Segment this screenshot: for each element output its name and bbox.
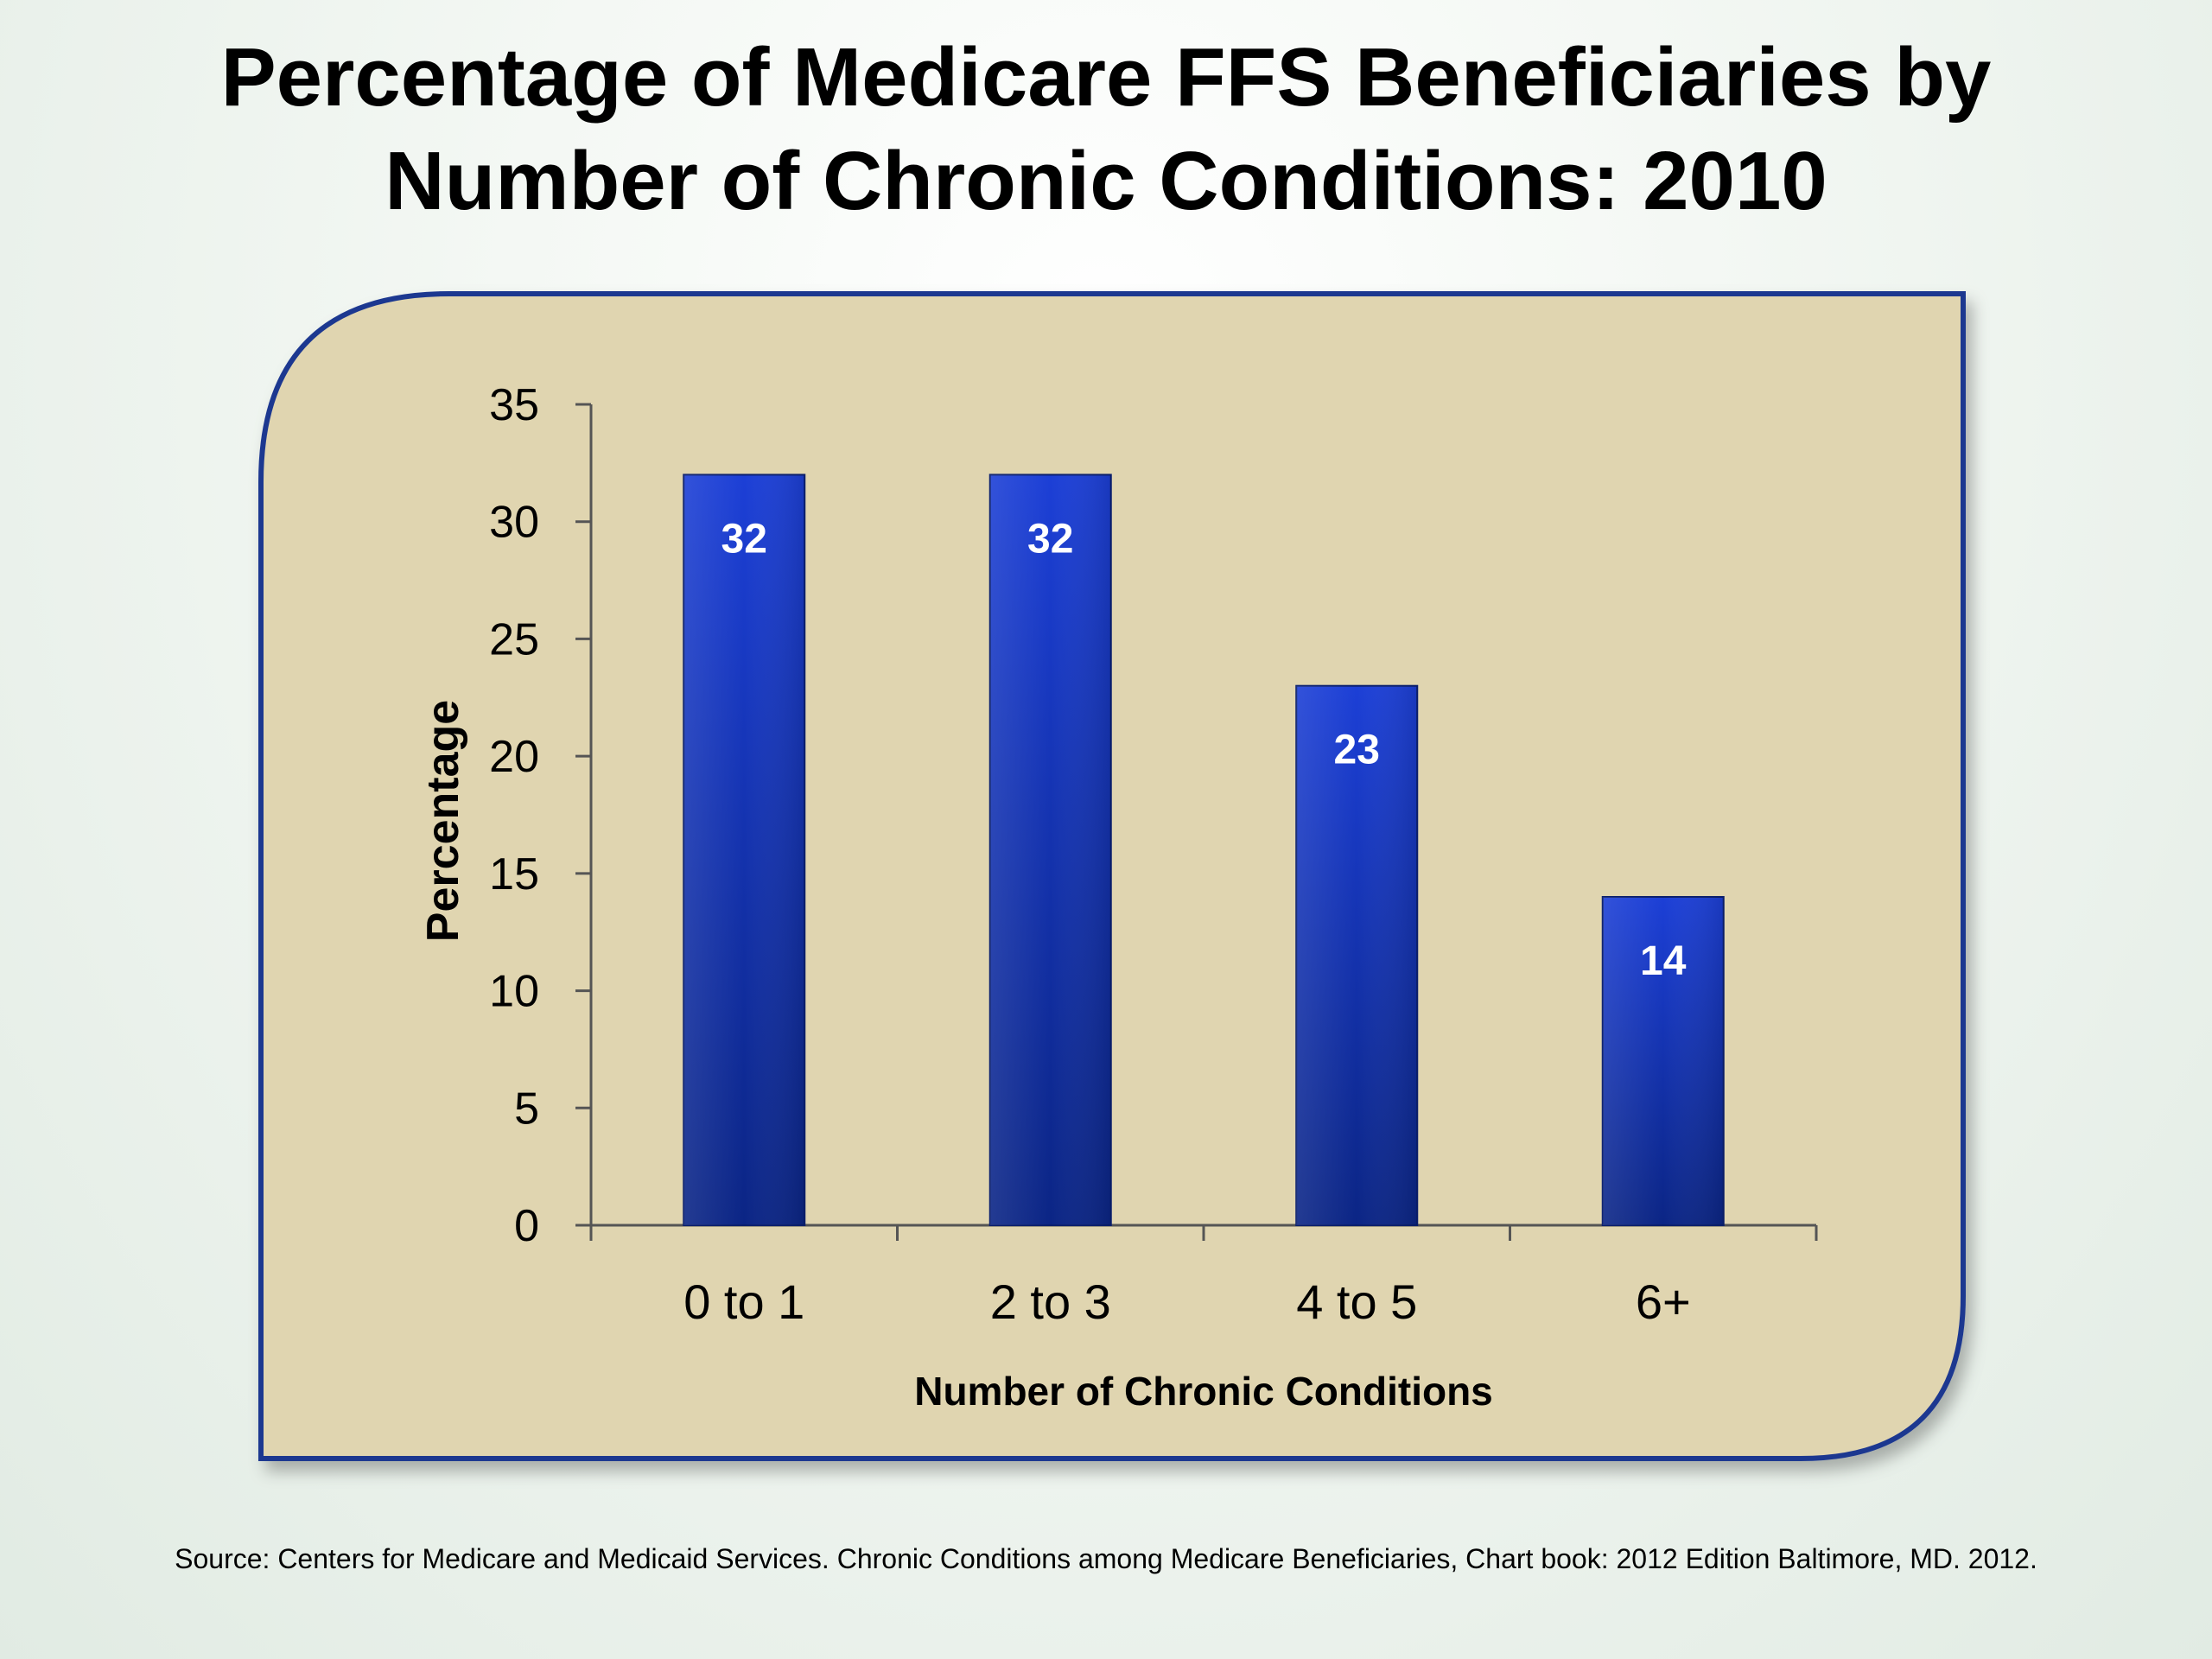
y-axis-title: Percentage <box>418 700 468 942</box>
y-tick-label: 0 <box>514 1201 539 1251</box>
chart-title-line-2: Number of Chronic Conditions: 2010 <box>385 135 1827 227</box>
bar-data-label: 32 <box>721 516 767 562</box>
x-axis-title: Number of Chronic Conditions <box>914 1369 1493 1414</box>
y-tick-label: 15 <box>489 849 539 899</box>
x-tick-label: 2 to 3 <box>990 1274 1111 1329</box>
bar-shading <box>683 474 805 1225</box>
y-tick-label: 35 <box>489 380 539 430</box>
chart-title: Percentage of Medicare FFS Beneficiaries… <box>0 26 2212 233</box>
bar-data-label: 32 <box>1027 516 1073 562</box>
bar-data-label: 23 <box>1334 728 1380 773</box>
plot-area: 0 5 10 15 20 25 30 35 32 0 to 1 32 2 to 3 23 4 to 5 14… <box>418 380 1818 1414</box>
x-tick-label: 4 to 5 <box>1296 1274 1417 1329</box>
chart-title-line-1: Percentage of Medicare FFS Beneficiaries… <box>220 31 1992 124</box>
y-tick-label: 20 <box>489 732 539 782</box>
x-tick-label: 0 to 1 <box>683 1274 804 1329</box>
y-tick-label: 30 <box>489 498 539 548</box>
bar-shading <box>989 474 1111 1225</box>
y-tick-label: 5 <box>514 1084 539 1134</box>
source-note: Source: Centers for Medicare and Medicai… <box>175 1543 2037 1574</box>
x-tick-label: 6+ <box>1636 1274 1691 1329</box>
bar-data-label: 14 <box>1640 938 1687 984</box>
bar-shading <box>1602 897 1724 1225</box>
bar-shading <box>1296 685 1418 1225</box>
y-tick-label: 10 <box>489 967 539 1017</box>
y-tick-label: 25 <box>489 614 539 664</box>
